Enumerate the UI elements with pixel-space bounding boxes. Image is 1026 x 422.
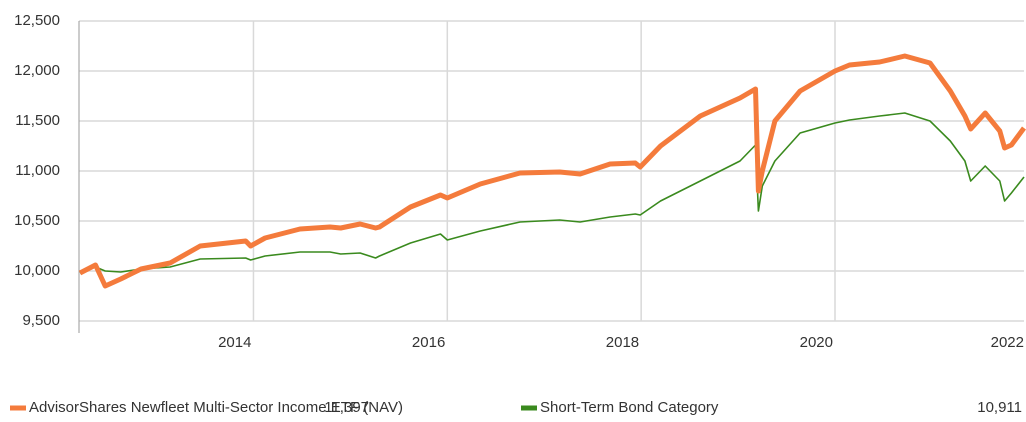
y-tick-label: 11,500 [15,112,60,129]
y-tick-label: 10,000 [14,262,60,279]
series-line [78,53,1026,289]
legend-label: Short-Term Bond Category [540,399,719,416]
legend-value: 10,911 [977,399,1022,416]
y-tick-label: 10,500 [14,212,60,229]
y-tick-label: 12,000 [14,62,60,79]
legend-value: 11,397 [324,399,369,416]
legend-swatch [521,405,537,411]
x-tick-label: 2020 [800,334,833,351]
x-tick-label: 2014 [218,334,251,351]
legend-swatch [10,405,26,411]
y-tick-label: 12,500 [14,12,60,29]
x-tick-label: 2018 [606,334,639,351]
y-tick-label: 9,500 [22,312,60,329]
y-tick-label: 11,000 [15,162,60,179]
series-line [79,112,1025,274]
x-tick-label: 2016 [412,334,445,351]
legend-label: AdvisorShares Newfleet Multi-Sector Inco… [29,399,403,416]
x-tick-label: 2022 [991,334,1024,351]
